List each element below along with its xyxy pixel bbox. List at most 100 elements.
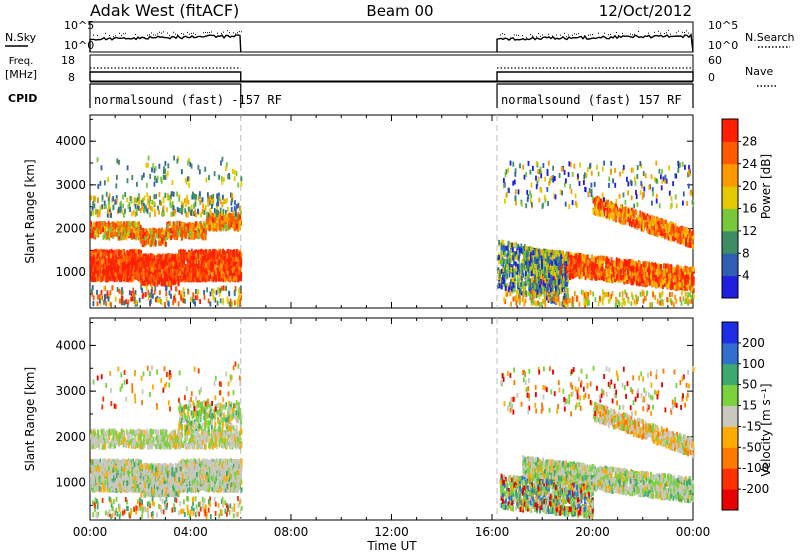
power-panel-cell [152, 293, 154, 299]
power-panel-cell [164, 302, 166, 307]
power-panel-cell [164, 192, 167, 198]
freq-trace-1 [496, 71, 694, 81]
power-panel-cell [221, 202, 224, 208]
power-panel-cell [160, 227, 163, 233]
power-panel-cell [154, 166, 157, 172]
power-panel-cell [162, 229, 165, 235]
power-panel-cell [153, 194, 156, 200]
power-panel-cell [133, 209, 135, 215]
power-panel-cell [180, 271, 183, 276]
power-panel-cell [102, 227, 104, 233]
power-panel-cell [92, 295, 95, 301]
power-panel-cell [92, 210, 94, 216]
power-panel-cell [171, 201, 174, 207]
power-panel-cell [238, 205, 241, 211]
power-panel-cell [137, 253, 140, 259]
power-panel-cell [113, 231, 116, 237]
power-panel-ytick-label-2: 3000 [55, 178, 86, 192]
power-panel-cell [166, 207, 168, 213]
power-panel-cell [238, 252, 241, 258]
power-panel-cell [90, 288, 93, 294]
power-panel-cell [207, 269, 210, 275]
power-panel-cell [131, 249, 134, 255]
power-panel-cell [190, 163, 193, 169]
power-panel-cell [201, 209, 204, 214]
power-panel-cell [169, 271, 172, 277]
power-panel-cell [156, 281, 159, 287]
power-panel-cell [238, 288, 240, 294]
power-panel-cell [159, 271, 161, 277]
power-panel-cell [220, 257, 222, 263]
power-panel-cell [178, 276, 181, 282]
power-panel-cell [143, 276, 145, 282]
power-panel-cell [188, 232, 190, 238]
power-panel-cell [91, 285, 94, 291]
power-panel-cell [146, 265, 148, 271]
power-panel-cell [163, 270, 166, 276]
power-panel-cell [140, 234, 143, 240]
power-panel-cell [208, 219, 211, 225]
power-panel-cell [174, 274, 177, 280]
power-panel-cell [157, 259, 160, 264]
power-panel-cell [140, 257, 143, 262]
power-panel-cell [219, 225, 222, 231]
power-panel-cell [204, 222, 207, 228]
power-panel-cell [142, 265, 144, 271]
power-panel-cell [207, 192, 209, 198]
power-panel-cell [227, 206, 229, 212]
power-panel-cell [201, 261, 203, 267]
power-panel-cell [217, 217, 219, 223]
power-panel-cell [92, 277, 95, 283]
power-panel-cell [168, 281, 171, 287]
power-panel-cell [212, 225, 215, 231]
power-panel-cell [197, 277, 199, 283]
power-panel-cell [107, 177, 109, 182]
power-panel-cell [129, 207, 131, 212]
power-panel-cell [207, 266, 210, 271]
power-panel-cell [193, 211, 196, 217]
power-panel-cell [178, 208, 181, 213]
power-panel-cell [96, 157, 99, 163]
noise-ytick-top: 10^5 [64, 19, 94, 32]
power-panel-cell [150, 234, 153, 240]
power-panel-cell [107, 265, 110, 271]
power-panel-cell [236, 302, 239, 308]
power-panel-cell [148, 229, 151, 235]
power-panel-cell [150, 281, 153, 287]
nave-ytick-bottom: 0 [708, 71, 715, 84]
noise-right-ytick-bottom: 10^0 [708, 39, 738, 52]
power-panel-cell [233, 226, 236, 232]
power-panel-cell [117, 221, 120, 227]
power-panel-cell [237, 214, 240, 220]
power-panel-cell [228, 174, 231, 180]
power-panel-cell [133, 268, 136, 274]
power-panel-cell [101, 221, 103, 227]
power-panel-cell [214, 217, 216, 223]
power-panel-cell [178, 196, 181, 202]
power-panel-cell [117, 264, 120, 269]
power-panel-cell [168, 233, 170, 239]
power-panel-cell [149, 260, 152, 266]
power-panel-cell [194, 209, 197, 215]
power-panel-cell [199, 191, 201, 197]
power-panel-cell [118, 274, 121, 280]
power-panel-cell [118, 159, 120, 165]
power-panel-cell [220, 160, 222, 166]
power-panel-cell [221, 256, 224, 262]
power-panel-cell [120, 270, 122, 275]
power-panel-cell [193, 258, 196, 264]
power-panel-cell [139, 257, 142, 263]
power-panel-cell [177, 301, 180, 307]
power-panel-cell [153, 263, 155, 269]
power-panel-cell [192, 262, 195, 268]
power-panel-cell [121, 235, 124, 241]
power-panel-cell [194, 301, 196, 307]
power-panel-cell [203, 273, 206, 279]
power-panel-cell [119, 265, 122, 271]
power-panel-cell [190, 255, 193, 260]
power-panel-cell [98, 266, 101, 272]
power-panel-cell [210, 195, 213, 201]
power-panel-cell [122, 254, 125, 260]
power-panel-cell [146, 259, 149, 265]
power-panel-cell [235, 259, 237, 265]
